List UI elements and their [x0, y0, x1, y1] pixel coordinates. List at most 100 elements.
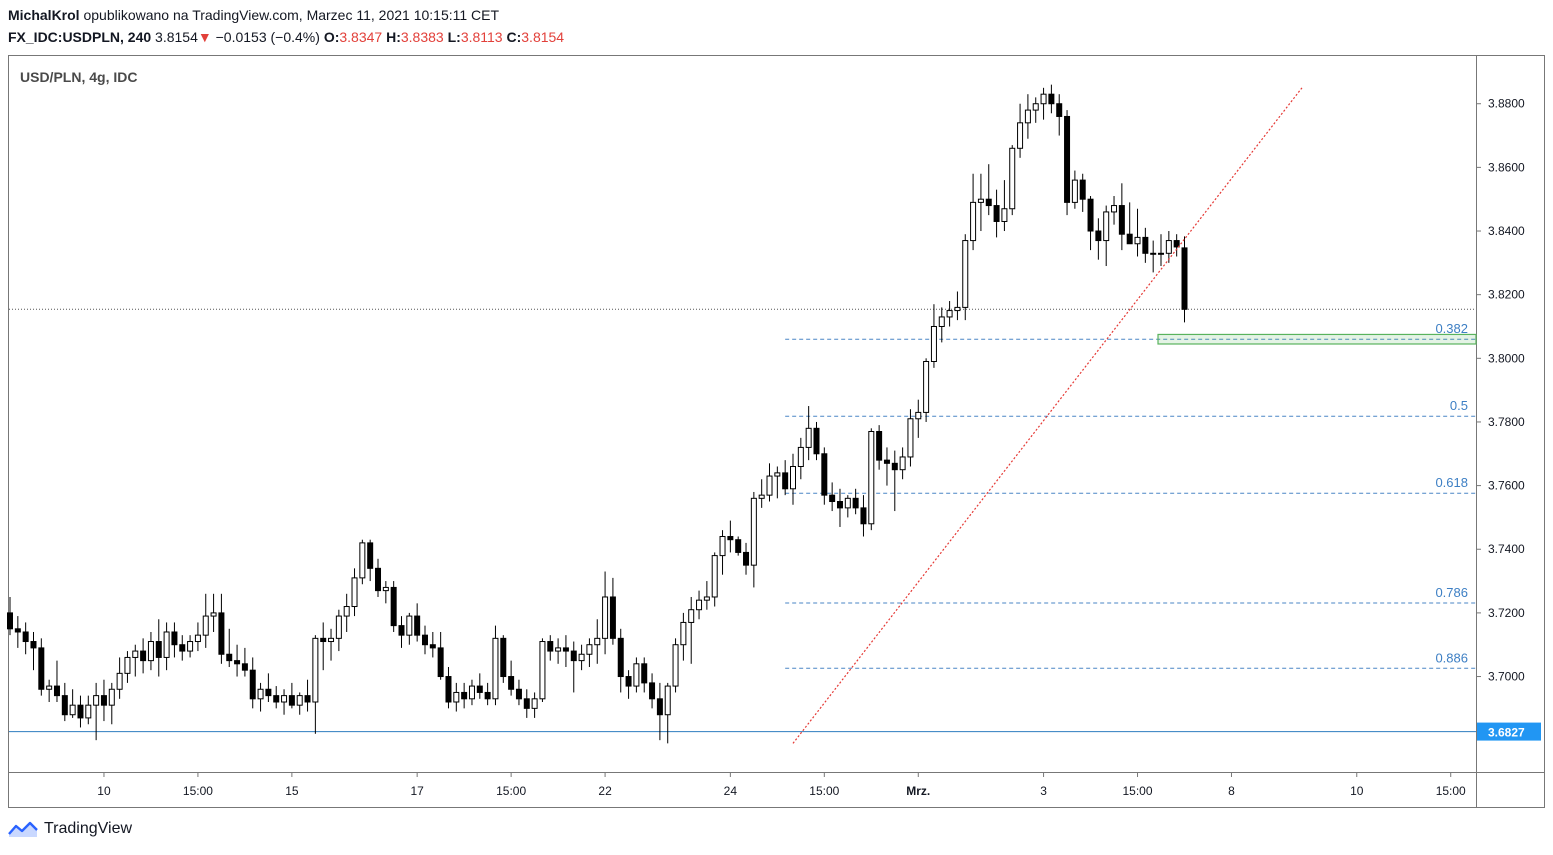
- candle-body: [547, 641, 554, 652]
- candle-body: [954, 306, 961, 312]
- candle: [100, 679, 107, 722]
- candle: [805, 406, 812, 461]
- candle-body: [688, 609, 695, 623]
- candle-body: [625, 676, 632, 687]
- time-tick-label: 22: [598, 784, 612, 798]
- candle-body: [257, 688, 264, 700]
- publication-info: opublikowano na TradingView.com, Marzec …: [83, 7, 500, 23]
- tradingview-logo[interactable]: TradingView: [8, 820, 132, 838]
- candle: [946, 301, 953, 327]
- candle-body: [743, 551, 750, 566]
- candle-body: [938, 316, 945, 327]
- candle-body: [38, 647, 45, 690]
- candle-body: [335, 615, 342, 639]
- candle: [328, 628, 335, 661]
- candle: [774, 466, 781, 499]
- fib-level-label: 0.5: [1450, 398, 1468, 413]
- candle-body: [100, 695, 107, 706]
- candle: [1032, 97, 1039, 123]
- price-axis[interactable]: 3.8800 3.8600 3.8400 3.8200 3.8000 3.7800 3.76…: [1476, 97, 1541, 741]
- candle: [633, 657, 640, 693]
- candle: [155, 619, 162, 677]
- candle-body: [1111, 205, 1118, 213]
- candle: [116, 657, 123, 699]
- author-name[interactable]: MichalKrol: [8, 7, 80, 23]
- candle-body: [476, 685, 483, 693]
- candle-body: [1024, 109, 1031, 124]
- candle-body: [977, 198, 984, 203]
- candle-body: [343, 606, 350, 617]
- candle: [1173, 234, 1180, 257]
- time-tick-label: 3: [1040, 784, 1047, 798]
- candle: [359, 539, 366, 585]
- candle-body: [500, 637, 507, 678]
- candle: [179, 635, 186, 661]
- candle-body: [7, 612, 13, 630]
- candle-body: [985, 198, 992, 207]
- candle-body: [727, 536, 734, 541]
- candle: [860, 495, 867, 537]
- candle: [46, 679, 53, 702]
- candle: [1103, 205, 1110, 267]
- candle-body: [876, 431, 883, 461]
- candle-body: [1126, 233, 1133, 245]
- candle-body: [484, 691, 491, 700]
- candle: [7, 596, 13, 636]
- candle: [257, 682, 264, 712]
- fib-level-label: 0.382: [1435, 321, 1468, 336]
- candle: [202, 593, 209, 648]
- candle: [735, 536, 742, 556]
- candle-body: [30, 641, 37, 649]
- candle: [210, 593, 217, 632]
- candle: [523, 689, 530, 718]
- candle-body: [414, 615, 421, 636]
- candle: [970, 173, 977, 251]
- candle: [641, 657, 648, 693]
- candle: [273, 686, 280, 709]
- candle-body: [171, 631, 178, 646]
- candle: [852, 488, 859, 515]
- candle: [1024, 94, 1031, 139]
- candle-body: [296, 695, 303, 706]
- candle: [1017, 103, 1024, 158]
- candle-body: [163, 631, 170, 658]
- candle: [375, 558, 382, 597]
- candle: [1056, 94, 1063, 136]
- candle: [813, 421, 820, 461]
- candle-body: [1134, 236, 1141, 245]
- chart-frame: [8, 55, 1545, 808]
- time-tick-label: 15:00: [809, 784, 839, 798]
- candle-body: [970, 201, 977, 242]
- candle: [766, 463, 773, 502]
- candle-body: [1158, 252, 1165, 255]
- trendline[interactable]: [792, 87, 1303, 744]
- candle-body: [923, 360, 930, 413]
- candle: [93, 682, 100, 741]
- time-axis[interactable]: 10 15:00 15 17 15:00 22 24 15:00 Mrz. 3 15:00 8 10 15…: [97, 772, 1466, 798]
- time-tick-label: 15: [285, 784, 299, 798]
- candle: [1009, 145, 1016, 216]
- candle: [69, 689, 76, 718]
- candle-body: [53, 685, 60, 697]
- candle-body: [116, 672, 123, 690]
- candle: [22, 622, 29, 655]
- candle: [453, 682, 460, 712]
- candle-body: [1118, 205, 1125, 235]
- support-zone[interactable]: [1157, 333, 1477, 345]
- candle-body: [288, 695, 295, 706]
- candle: [14, 616, 21, 648]
- candle: [476, 673, 483, 699]
- candle-body: [468, 685, 475, 700]
- candle-body: [320, 637, 327, 643]
- last-price: 3.8154: [155, 29, 198, 45]
- candle: [844, 495, 851, 518]
- candle-body: [758, 494, 765, 499]
- candle: [680, 612, 687, 661]
- candle: [194, 622, 201, 652]
- candle-body: [194, 634, 201, 643]
- candle-body: [562, 647, 569, 652]
- candle: [578, 644, 585, 671]
- candle: [163, 622, 170, 671]
- candle-body: [124, 656, 131, 674]
